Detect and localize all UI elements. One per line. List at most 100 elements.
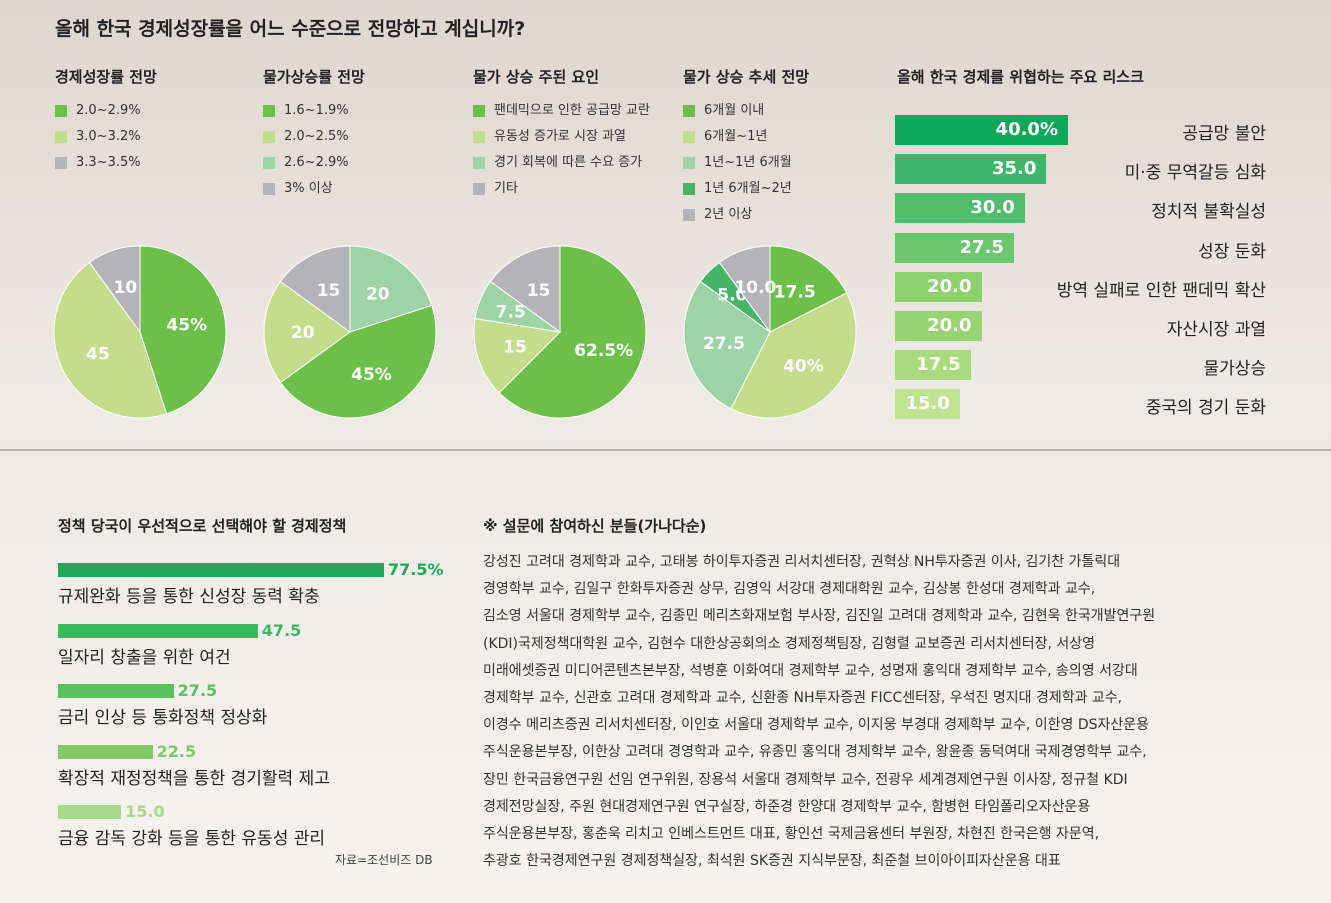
legend-label: 3% 이상: [284, 181, 333, 196]
policy-value-label: 27.5: [177, 681, 218, 700]
pie2-chart: 20 45% 20 15: [263, 245, 437, 419]
legend-swatch: [263, 157, 275, 169]
policy-category-label: 금융 감독 강화 등을 통한 유동성 관리: [58, 829, 326, 849]
risk-chart-title: 올해 한국 경제를 위협하는 주요 리스크: [897, 68, 1144, 86]
bottom-background: [0, 452, 1331, 903]
pie1-chart: 45% 45 10: [53, 245, 227, 419]
pie-data-label: 27.5: [703, 334, 745, 354]
policy-value-label: 47.5: [261, 620, 302, 640]
participants-line: 추광호 한국경제연구원 경제정책실장, 최석원 SK증권 지식부문장, 최준철 …: [483, 853, 1061, 870]
legend-swatch: [683, 183, 695, 195]
risk-bar: [895, 154, 1047, 185]
pie2-title: 물가상승률 전망: [263, 68, 365, 86]
legend-item: 2.0~2.9%: [55, 102, 245, 119]
policy-bar: [58, 623, 258, 638]
legend-swatch: [473, 131, 485, 143]
participants-line: 주식운용본부장, 이한상 고려대 경영학과 교수, 유종민 홍익대 경제학부 교…: [483, 744, 1147, 761]
risk-category-label: 중국의 경기 둔화: [1145, 398, 1266, 419]
pie4-chart: 17.540%27.55.010.0: [683, 245, 857, 419]
legend-swatch: [55, 157, 67, 169]
legend-label: 기타: [494, 181, 518, 196]
policy-category-label: 규제완화 등을 통한 신성장 동력 확충: [58, 587, 320, 607]
pie-data-label: 7.5: [496, 303, 526, 323]
pie-data-label: 20: [291, 323, 315, 343]
pie-data-label: 10.0: [734, 278, 776, 298]
policy-category-label: 확장적 재정정책을 통한 경기활력 제고: [58, 768, 330, 789]
legend-label: 유동성 증가로 시장 과열: [494, 129, 626, 144]
policy-bar: [58, 744, 153, 759]
participants-line: 미래에셋증권 미디어콘텐츠본부장, 석병훈 이화여대 경제학부 교수, 성명재 …: [483, 662, 1138, 679]
legend-label: 6개월~1년: [704, 129, 768, 144]
participants-line: 주식운용본부장, 홍춘욱 리치고 인베스트먼트 대표, 황인선 국제금융센터 부…: [483, 826, 1100, 843]
pie-slice: [730, 292, 857, 419]
pie-slice: [88, 245, 141, 334]
risk-bar: [895, 232, 1014, 263]
pie-data-label: 62.5%: [574, 341, 633, 361]
legend-label: 6개월 이내: [704, 103, 765, 118]
pie1-title: 경제성장률 전망: [55, 68, 157, 86]
pie4-title: 물가 상승 추세 전망: [683, 68, 810, 86]
legend-item: 1년~1년 6개월: [683, 154, 873, 171]
top-background: [0, 0, 1331, 450]
participants-line: 이경수 메리츠증권 리서치센터장, 이인호 서울대 경제학부 교수, 이지웅 부…: [483, 717, 1150, 734]
pie3-chart: 62.5%157.515: [473, 245, 647, 419]
pie-data-label: 45%: [166, 316, 207, 336]
legend-item: 2.0~2.5%: [263, 128, 453, 145]
pie-slice: [279, 245, 351, 333]
legend-swatch: [683, 131, 695, 143]
legend-label: 2.6~2.9%: [284, 155, 349, 170]
legend-label: 경기 회복에 따른 수요 증가: [494, 155, 643, 170]
risk-category-label: 정치적 불확실성: [1151, 202, 1266, 223]
pie2-legend: 1.6~1.9% 2.0~2.5% 2.6~2.9% 3% 이상: [263, 102, 453, 206]
legend-label: 3.3~3.5%: [76, 155, 141, 170]
legend-item: 6개월 이내: [683, 102, 873, 119]
legend-swatch: [683, 105, 695, 117]
risk-value-label: 15.0: [905, 393, 950, 415]
pie-slice: [473, 317, 562, 394]
pie-data-label: 15: [317, 281, 341, 301]
legend-swatch: [473, 105, 485, 117]
pie-data-label: 20: [366, 285, 390, 305]
participants-line: 경제학부 교수, 신관호 고려대 경제학과 교수, 신환종 NH투자증권 FIC…: [483, 690, 1123, 707]
risk-value-label: 20.0: [927, 315, 972, 336]
risk-category-label: 미·중 무역갈등 심화: [1124, 163, 1266, 184]
legend-swatch: [263, 131, 275, 143]
pie-data-label: 40%: [783, 356, 824, 376]
risk-bar: [895, 311, 982, 341]
legend-label: 3.0~3.2%: [76, 129, 141, 144]
legend-item: 3% 이상: [263, 180, 453, 197]
pie-slice: [53, 261, 168, 419]
participants-line: 강성진 고려대 경제학과 교수, 고태봉 하이투자증권 리서치센터장, 권혁상 …: [483, 554, 1121, 570]
legend-item: 팬데믹으로 인한 공급망 교란: [473, 102, 665, 119]
legend-swatch: [55, 131, 67, 143]
pie-slice: [489, 245, 561, 333]
legend-label: 2년 이상: [704, 207, 753, 222]
legend-label: 1.6~1.9%: [284, 103, 349, 118]
legend-swatch: [55, 105, 67, 117]
legend-swatch: [473, 157, 485, 169]
participants-line: 김소영 서울대 경제학부 교수, 김종민 메리츠화재보험 부사장, 김진일 고려…: [483, 608, 1156, 625]
participants-line: (KDI)국제정책대학원 교수, 김현수 대한상공회의소 경제정책팀장, 김형렬…: [483, 635, 1096, 652]
participants-line: 경제전망실장, 주원 현대경제연구원 연구실장, 하준경 한양대 경제학부 교수…: [483, 798, 1091, 815]
risk-value-label: 17.5: [916, 354, 961, 376]
legend-label: 2.0~2.9%: [76, 103, 141, 118]
risk-category-label: 물가상승: [1203, 359, 1266, 380]
risk-value-label: 40.0%: [995, 119, 1058, 140]
policy-value-label: 77.5%: [388, 560, 444, 579]
pie4-legend: 6개월 이내 6개월~1년 1년~1년 6개월 1년 6개월~2년 2년 이상: [683, 102, 873, 232]
pie-slice: [263, 280, 351, 384]
legend-item: 1.6~1.9%: [263, 102, 453, 119]
page-title: 올해 한국 경제성장률을 어느 수준으로 전망하고 계십니까?: [55, 18, 526, 40]
risk-category-label: 공급망 불안: [1182, 124, 1266, 144]
pie-data-label: 10: [114, 278, 138, 298]
risk-value-label: 20.0: [927, 275, 972, 297]
pie-data-label: 15: [527, 281, 551, 301]
pie-slice: [349, 245, 433, 333]
risk-category-label: 방역 실패로 인한 팬데믹 확산: [1056, 280, 1266, 301]
legend-swatch: [683, 157, 695, 169]
pie-data-label: 45: [86, 344, 110, 364]
participants-line: 장민 한국금융연구원 선임 연구위원, 장용석 서울대 경제학부 교수, 전광우…: [483, 771, 1128, 788]
pie-slice: [683, 280, 771, 410]
pie-slice: [718, 245, 771, 334]
